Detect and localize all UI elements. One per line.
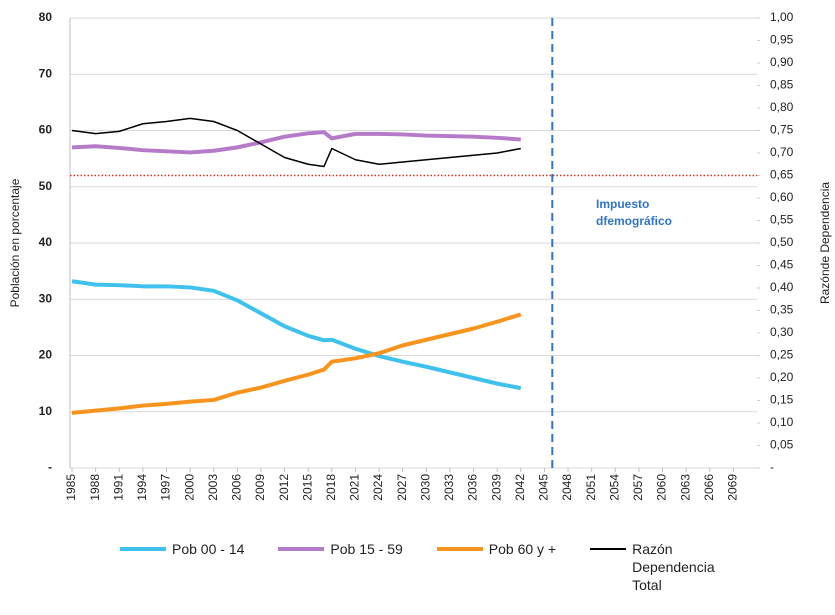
x-tick-label: 2003 (206, 474, 220, 501)
x-tick-label: 1997 (159, 474, 173, 501)
x-tick-label: 1991 (111, 474, 125, 501)
series-line (71, 117, 521, 168)
x-tick-label: 2060 (655, 474, 669, 501)
y2-tick-label: 0,60 (770, 190, 794, 204)
y2-tick-label: 0,10 (770, 415, 794, 429)
y-tick-label: 20 (39, 348, 53, 362)
legend-item: Razón Dependencia Total (590, 540, 722, 594)
series-line (71, 312, 522, 415)
x-tick-label: 2054 (607, 474, 621, 501)
y2-tick-label: 0,85 (770, 78, 794, 92)
x-tick-label: 1988 (88, 474, 102, 501)
x-tick-label: 2015 (300, 474, 314, 501)
y2-tick-label: 0,45 (770, 258, 794, 272)
y2-axis-label: Razónde Dependencia (818, 182, 832, 304)
x-tick-label: 2042 (513, 474, 527, 501)
legend-item: Pob 15 - 59 (278, 540, 403, 558)
legend-swatch (436, 547, 483, 551)
x-tick-label: 2057 (631, 474, 645, 501)
x-tick-label: 2045 (537, 474, 551, 501)
x-tick-label: 2009 (253, 474, 267, 501)
y2-tick-label: 0,35 (770, 303, 794, 317)
y2-tick-label: 0,25 (770, 348, 794, 362)
x-tick-label: 2048 (560, 474, 574, 501)
x-tick-label: 1994 (135, 474, 149, 501)
x-tick-label: 2000 (182, 474, 196, 501)
x-tick-label: 2021 (348, 474, 362, 501)
y2-tick-label: - (770, 460, 774, 474)
x-tick-label: 2012 (277, 474, 291, 501)
y2-tick-label: 0,30 (770, 325, 794, 339)
y-tick-label: 60 (39, 123, 53, 137)
y2-tick-label: 0,80 (770, 100, 794, 114)
annotation: Impuesto dfemográfico (596, 197, 673, 228)
y-tick-label: 10 (39, 404, 53, 418)
y-axis-label: Población en porcentaje (8, 178, 22, 307)
y-tick-label: 30 (39, 291, 53, 305)
x-tick-label: 2027 (395, 474, 409, 501)
y2-tick-label: 0,50 (770, 235, 794, 249)
y-tick-label: 50 (39, 179, 53, 193)
x-tick-label: 2024 (371, 474, 385, 501)
y2-tick-label: 0,15 (770, 393, 794, 407)
x-tick-label: 2063 (678, 474, 692, 501)
x-tick-label: 2030 (418, 474, 432, 501)
x-tick-label: 2006 (230, 474, 244, 501)
x-tick-label: 2033 (442, 474, 456, 501)
series-line (71, 130, 521, 155)
y-tick-label: 40 (39, 235, 53, 249)
x-tick-label: 2066 (702, 474, 716, 501)
x-tick-label: 2039 (489, 474, 503, 501)
legend-item: Pob 00 - 14 (120, 540, 244, 558)
y2-tick-label: 0,55 (770, 213, 794, 227)
y2-tick-label: 0,20 (770, 370, 794, 384)
y-tick-label: 70 (39, 66, 53, 80)
x-tick-label: 2036 (466, 474, 480, 501)
series-line (71, 279, 522, 391)
y2-tick-label: 0,95 (770, 33, 794, 47)
legend-swatch (278, 547, 325, 551)
legend-swatch (120, 547, 166, 551)
legend-label: Pob 15 - 59 (330, 541, 403, 557)
y2-tick-label: 1,00 (770, 10, 794, 24)
legend-item: Pob 60 y + (436, 540, 557, 558)
legend-swatch (590, 548, 627, 550)
y2-tick-label: 0,90 (770, 55, 794, 69)
x-tick-label: 1985 (64, 474, 78, 501)
y2-tick-label: 0,40 (770, 280, 794, 294)
x-tick-label: 2051 (584, 474, 598, 501)
y2-tick-label: 0,65 (770, 168, 794, 182)
y2-tick-label: 0,75 (770, 123, 794, 137)
y-tick-label: - (48, 460, 52, 474)
y2-tick-label: 0,05 (770, 438, 794, 452)
legend-label: Pob 60 y + (488, 541, 557, 557)
legend: Pob 00 - 14 Pob 15 - 59 Pob 60 y + Razón De… (120, 540, 722, 594)
x-tick-label: 2069 (726, 474, 740, 501)
x-tick-label: 2018 (324, 474, 338, 501)
legend-label: Pob 00 - 14 (172, 541, 245, 557)
legend-label: Razón Dependencia Total (632, 541, 715, 593)
y2-tick-label: 0,70 (770, 145, 794, 159)
y-tick-label: 80 (39, 10, 53, 24)
